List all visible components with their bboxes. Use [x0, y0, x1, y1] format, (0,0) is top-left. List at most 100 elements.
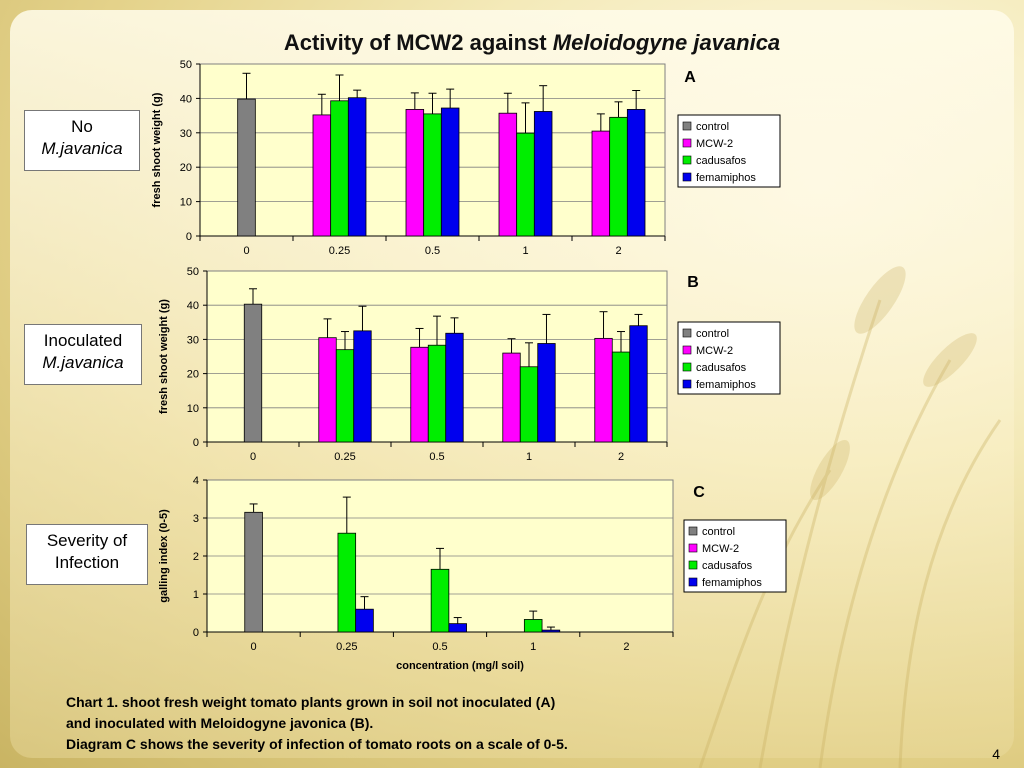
x-tick-label: 2 [623, 641, 629, 653]
legend-swatch-control [682, 328, 692, 338]
bar-femamiphos [355, 608, 374, 633]
side-label-severity: Severity of Infection [26, 524, 148, 585]
bar-cadusafos [519, 366, 539, 443]
bar-control [244, 511, 263, 633]
y-tick-label: 40 [180, 93, 192, 105]
legend-label: cadusafos [702, 560, 753, 572]
legend-swatch-femamiphos [682, 172, 692, 182]
x-tick-label: 1 [526, 451, 532, 463]
bar-femamiphos [537, 343, 556, 443]
bar-femamiphos [440, 107, 460, 237]
legend-label: control [702, 526, 735, 538]
legend-label: femamiphos [696, 172, 756, 184]
legend-label: femamiphos [696, 379, 756, 391]
legend-label: MCW-2 [702, 543, 739, 555]
bar-femamiphos [353, 330, 372, 443]
legend-swatch-control [688, 526, 698, 536]
x-tick-label: 2 [615, 245, 621, 257]
panel-letter: A [684, 69, 696, 86]
y-tick-label: 4 [193, 475, 199, 487]
bar-cadusafos [516, 132, 535, 237]
legend-label: MCW-2 [696, 138, 733, 150]
side-label-line2: M.javanica [41, 139, 123, 158]
bar-cadusafos [335, 349, 355, 443]
caption-line1: Chart 1. shoot fresh weight tomato plant… [66, 694, 556, 710]
bar-mcw-2 [312, 114, 332, 237]
y-axis-label: galling index (0-5) [158, 509, 170, 603]
bar-femamiphos [448, 623, 467, 633]
bar-femamiphos [626, 109, 646, 237]
legend-box [677, 114, 781, 188]
bar-cadusafos [611, 351, 631, 443]
y-tick-label: 30 [187, 334, 199, 346]
legend-label: control [696, 121, 729, 133]
caption-line2: and inoculated with Meloidogyne javonica… [66, 715, 374, 731]
y-tick-label: 0 [186, 231, 192, 243]
x-tick-label: 0 [243, 245, 249, 257]
legend-label: cadusafos [696, 362, 747, 374]
y-tick-label: 10 [187, 403, 199, 415]
y-axis-label: fresh shoot weight (g) [158, 299, 170, 414]
bar-control [243, 303, 263, 443]
bar-mcw-2 [410, 346, 429, 443]
bar-cadusafos [427, 344, 447, 443]
y-tick-label: 0 [193, 627, 199, 639]
legend-swatch-mcw-2 [688, 543, 698, 553]
x-tick-label: 1 [530, 641, 536, 653]
y-tick-label: 50 [187, 266, 199, 278]
legend-swatch-mcw-2 [682, 138, 692, 148]
side-label-line1: Inoculated [43, 331, 123, 350]
x-tick-label: 0 [250, 451, 256, 463]
bar-cadusafos [423, 113, 442, 237]
caption-line3: Diagram C shows the severity of infectio… [66, 736, 568, 752]
legend-swatch-control [682, 121, 692, 131]
legend-label: control [696, 328, 729, 340]
bar-cadusafos [330, 100, 349, 237]
x-tick-label: 0.25 [329, 245, 350, 257]
y-tick-label: 30 [180, 128, 192, 140]
y-tick-label: 40 [187, 300, 199, 312]
panel-letter: C [693, 484, 705, 501]
bar-femamiphos [347, 97, 367, 237]
x-tick-label: 0.25 [334, 451, 355, 463]
legend-box [683, 519, 787, 593]
panel-letter: B [687, 274, 699, 291]
side-label-no-javanica: No M.javanica [24, 110, 140, 171]
bar-cadusafos [609, 116, 628, 237]
title-italic-species: Meloidogyne javanica [552, 30, 781, 55]
x-tick-label: 0.5 [429, 451, 444, 463]
legend-swatch-cadusafos [682, 362, 692, 372]
legend-swatch-femamiphos [688, 577, 698, 587]
legend-box [677, 321, 781, 395]
bar-cadusafos [523, 619, 543, 633]
side-label-line1: No [71, 117, 93, 136]
x-tick-label: 1 [522, 245, 528, 257]
title-main-text: Activity of MCW2 against [283, 30, 547, 55]
y-tick-label: 20 [180, 162, 192, 174]
side-label-inoculated: Inoculated M.javanica [24, 324, 142, 385]
bar-mcw-2 [405, 109, 425, 237]
bar-femamiphos [533, 111, 553, 237]
y-tick-label: 50 [180, 59, 192, 71]
side-label-line2: M.javanica [42, 353, 124, 372]
side-label-line2: Infection [54, 553, 120, 572]
figure-caption: Chart 1. shoot fresh weight tomato plant… [66, 692, 568, 755]
bar-mcw-2 [502, 352, 521, 443]
bar-mcw-2 [594, 337, 613, 443]
y-tick-label: 20 [187, 369, 199, 381]
legend-swatch-cadusafos [688, 560, 698, 570]
page-number: 4 [992, 746, 1000, 762]
bar-mcw-2 [318, 337, 337, 443]
legend-label: MCW-2 [696, 345, 733, 357]
y-tick-label: 1 [193, 589, 199, 601]
bar-femamiphos [629, 325, 648, 443]
x-tick-label: 2 [618, 451, 624, 463]
y-axis-label: fresh shoot weight (g) [151, 92, 163, 207]
bar-control [237, 98, 256, 237]
bar-cadusafos [337, 532, 357, 633]
bar-mcw-2 [498, 112, 518, 237]
bar-femamiphos [445, 332, 464, 443]
bar-femamiphos [541, 629, 561, 633]
legend-label: cadusafos [696, 155, 747, 167]
